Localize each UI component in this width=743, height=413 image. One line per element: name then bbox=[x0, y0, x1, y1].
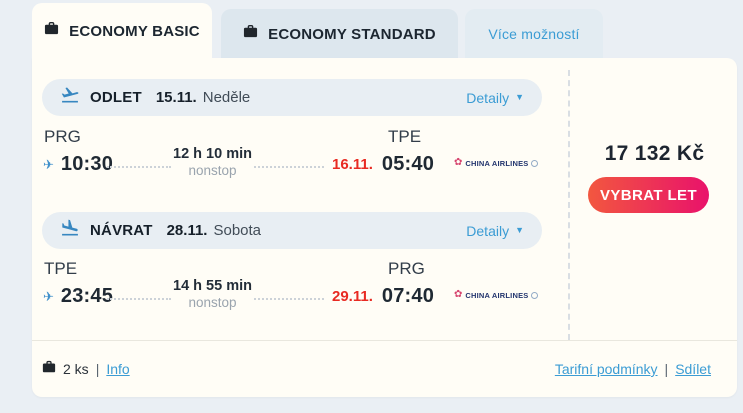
chevron-down-icon: ▼ bbox=[515, 225, 524, 235]
fare-conditions-link[interactable]: Tarifní podmínky bbox=[554, 361, 658, 377]
airline-logo: ✿ CHINA AIRLINES bbox=[454, 289, 539, 300]
departure-time-row: ✈ 10:30 bbox=[43, 153, 113, 176]
separator: | bbox=[664, 361, 669, 377]
destination-airport-code: PRG bbox=[388, 259, 425, 278]
origin-airport-code: TPE bbox=[44, 259, 78, 278]
return-banner: NÁVRAT 28.11. Sobota Detaily ▼ bbox=[42, 212, 542, 249]
leader-line bbox=[254, 166, 324, 168]
footer-links: Tarifní podmínky | Sdílet bbox=[555, 361, 711, 377]
total-price: 17 132 Kč bbox=[604, 142, 705, 165]
tab-label: ECONOMY BASIC bbox=[69, 22, 200, 40]
briefcase-icon bbox=[44, 21, 59, 41]
leader-line bbox=[254, 298, 324, 300]
airline-name: CHINA AIRLINES bbox=[465, 158, 529, 168]
duration-block: 14 h 55 min nonstop bbox=[165, 278, 260, 310]
stops-label: nonstop bbox=[188, 295, 237, 310]
return-details-link[interactable]: Detaily ▼ bbox=[466, 223, 524, 239]
departure-time: 10:30 bbox=[60, 153, 114, 175]
airline-logo: ✿ CHINA AIRLINES bbox=[454, 157, 539, 168]
departure-time-row: ✈ 23:45 bbox=[43, 285, 113, 308]
duration-block: 12 h 10 min nonstop bbox=[165, 146, 260, 178]
duration-value: 14 h 55 min bbox=[173, 278, 252, 294]
outbound-details-link[interactable]: Detaily ▼ bbox=[466, 90, 524, 106]
plane-takeoff-icon bbox=[60, 85, 80, 110]
airline-name: CHINA AIRLINES bbox=[465, 290, 529, 300]
baggage-count: 2 ks bbox=[63, 361, 89, 377]
return-date: 28.11. bbox=[166, 222, 208, 239]
info-link[interactable]: Info bbox=[106, 361, 130, 377]
stops-label: nonstop bbox=[188, 163, 237, 178]
share-link[interactable]: Sdílet bbox=[675, 361, 711, 377]
separator: | bbox=[95, 361, 100, 377]
tab-economy-basic[interactable]: ECONOMY BASIC bbox=[32, 3, 212, 59]
arrival-date: 29.11. bbox=[332, 288, 373, 305]
return-route: TPE ✈ 23:45 14 h 55 min nonstop 29.11. 0… bbox=[32, 254, 568, 344]
plane-landing-icon bbox=[60, 218, 80, 243]
alliance-icon bbox=[531, 159, 539, 167]
plane-icon: ✈ bbox=[43, 157, 54, 172]
return-label: NÁVRAT bbox=[90, 222, 153, 239]
airline-flower-icon: ✿ bbox=[454, 289, 463, 300]
briefcase-icon bbox=[243, 24, 258, 44]
plane-icon: ✈ bbox=[43, 289, 54, 304]
duration-value: 12 h 10 min bbox=[173, 146, 252, 162]
arrival-time-row: 16.11. 05:40 bbox=[332, 153, 434, 176]
alliance-icon bbox=[531, 291, 539, 299]
tab-label: ECONOMY STANDARD bbox=[268, 25, 436, 43]
outbound-day: Neděle bbox=[202, 89, 251, 106]
leader-line bbox=[107, 166, 171, 168]
departure-time: 23:45 bbox=[60, 285, 114, 307]
tab-more-options[interactable]: Více možností bbox=[465, 9, 603, 59]
outbound-banner: ODLET 15.11. Neděle Detaily ▼ bbox=[42, 79, 542, 116]
arrival-time-row: 29.11. 07:40 bbox=[332, 285, 434, 308]
destination-airport-code: TPE bbox=[388, 127, 422, 146]
outbound-label: ODLET bbox=[90, 89, 142, 106]
dashed-divider bbox=[568, 70, 570, 340]
flight-offer-card: ODLET 15.11. Neděle Detaily ▼ PRG ✈ 10:3… bbox=[32, 58, 737, 397]
leader-line bbox=[107, 298, 171, 300]
return-day: Sobota bbox=[213, 222, 262, 239]
card-footer: 2 ks | Info Tarifní podmínky | Sdílet bbox=[32, 340, 737, 397]
arrival-time: 05:40 bbox=[381, 153, 435, 175]
outbound-date: 15.11. bbox=[155, 89, 197, 106]
details-label: Detaily bbox=[466, 89, 510, 106]
briefcase-icon bbox=[42, 360, 56, 379]
airline-flower-icon: ✿ bbox=[454, 157, 463, 168]
select-flight-button[interactable]: VYBRAT LET bbox=[588, 177, 709, 213]
arrival-date: 16.11. bbox=[332, 156, 373, 173]
tab-label: Více možností bbox=[488, 26, 580, 42]
baggage-info: 2 ks | Info bbox=[42, 360, 130, 379]
origin-airport-code: PRG bbox=[44, 127, 81, 146]
tab-economy-standard[interactable]: ECONOMY STANDARD bbox=[221, 9, 458, 59]
details-label: Detaily bbox=[466, 222, 510, 239]
arrival-time: 07:40 bbox=[381, 285, 435, 307]
chevron-down-icon: ▼ bbox=[515, 92, 524, 102]
outbound-route: PRG ✈ 10:30 12 h 10 min nonstop 16.11. 0… bbox=[32, 122, 568, 212]
